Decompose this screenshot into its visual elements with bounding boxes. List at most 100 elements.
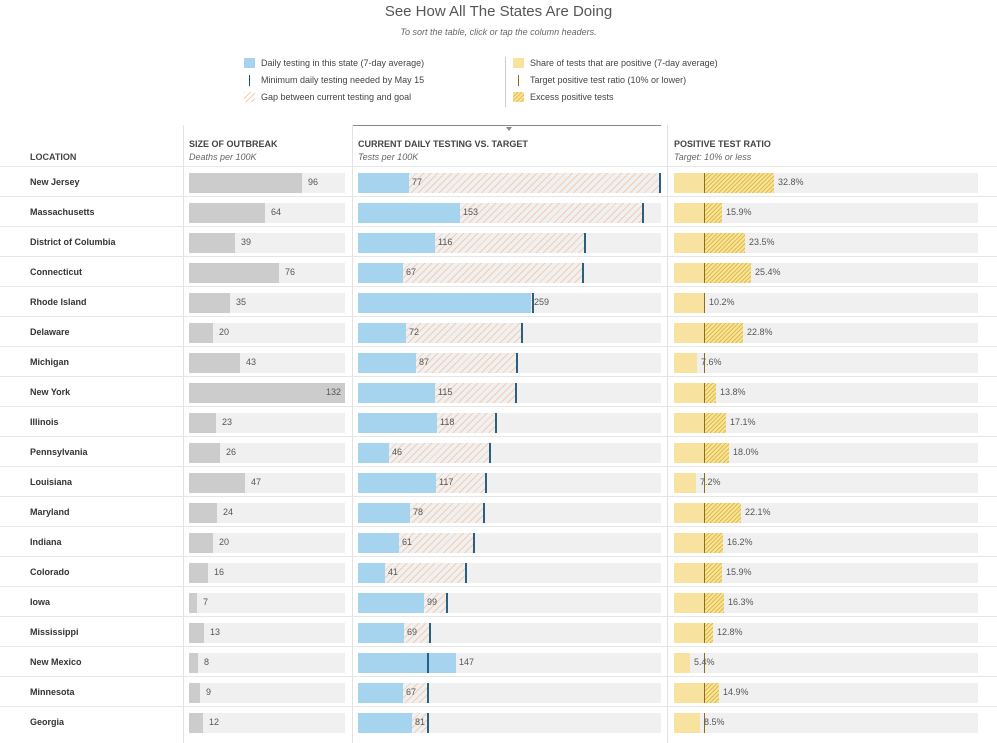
testing-bar (358, 323, 406, 343)
outbreak-track: 96 (189, 173, 345, 193)
positive-value: 5.4% (694, 657, 715, 667)
outbreak-track: 132 (189, 383, 345, 403)
positive-target-tick (704, 413, 705, 433)
column-header-outbreak[interactable]: SIZE OF OUTBREAK (189, 139, 278, 149)
testing-track: 77 (358, 173, 661, 193)
outbreak-track: 43 (189, 353, 345, 373)
column-divider (183, 125, 184, 743)
testing-gap-bar (416, 353, 516, 373)
testing-target-tick (483, 503, 485, 523)
positive-track: 16.3% (674, 593, 978, 613)
testing-bar (358, 443, 389, 463)
testing-track: 117 (358, 473, 661, 493)
outbreak-value: 132 (325, 387, 341, 397)
outbreak-track: 23 (189, 413, 345, 433)
outbreak-value: 43 (246, 357, 257, 367)
testing-bar (358, 383, 435, 403)
outbreak-bar (189, 713, 203, 733)
testing-value: 69 (407, 627, 418, 637)
testing-bar (358, 563, 385, 583)
outbreak-value: 24 (223, 507, 234, 517)
testing-gap-bar (399, 533, 473, 553)
tick-mark-icon (244, 75, 255, 86)
testing-target-tick (429, 623, 431, 643)
hatched-yellow-swatch-icon (513, 92, 524, 102)
testing-target-tick (515, 383, 517, 403)
positive-target-tick (704, 383, 705, 403)
column-header-location[interactable]: LOCATION (30, 152, 77, 162)
testing-track: 118 (358, 413, 661, 433)
positive-track: 23.5% (674, 233, 978, 253)
location-label: New Jersey (30, 177, 80, 187)
table-row: Rhode Island 35 259 10.2% (0, 286, 997, 317)
outbreak-bar (189, 593, 197, 613)
outbreak-bar (189, 683, 200, 703)
testing-value: 118 (440, 417, 455, 427)
testing-bar (358, 293, 531, 313)
testing-gap-bar (424, 593, 446, 613)
outbreak-track: 13 (189, 623, 345, 643)
testing-gap-bar (389, 443, 489, 463)
tick-mark-icon (513, 75, 524, 86)
testing-track: 147 (358, 653, 661, 673)
testing-target-tick (446, 593, 448, 613)
excess-positive-bar (704, 173, 774, 193)
location-label: Illinois (30, 417, 59, 427)
outbreak-track: 16 (189, 563, 345, 583)
excess-positive-bar (704, 263, 751, 283)
excess-positive-bar (704, 443, 729, 463)
positive-track: 7.2% (674, 473, 978, 493)
testing-bar (358, 353, 416, 373)
excess-positive-bar (704, 563, 722, 583)
column-header-testing[interactable]: CURRENT DAILY TESTING VS. TARGET (358, 139, 528, 149)
table-row: Mississippi 13 69 12.8% (0, 616, 997, 647)
table-row: Massachusetts 64 153 15.9% (0, 196, 997, 227)
column-header-positive[interactable]: POSITIVE TEST RATIO (674, 139, 771, 149)
outbreak-value: 39 (241, 237, 252, 247)
testing-gap-bar (403, 683, 427, 703)
testing-value: 259 (534, 297, 550, 307)
excess-positive-bar (704, 203, 722, 223)
testing-value: 41 (388, 567, 399, 577)
positive-bar (674, 653, 690, 673)
column-sub-testing: Tests per 100K (358, 152, 419, 162)
outbreak-value: 76 (285, 267, 296, 277)
positive-bar (674, 473, 696, 493)
positive-bar (674, 713, 700, 733)
positive-target-tick (704, 713, 705, 733)
positive-value: 7.2% (700, 477, 721, 487)
location-label: Rhode Island (30, 297, 87, 307)
hatched-swatch-icon (244, 92, 255, 102)
outbreak-track: 20 (189, 323, 345, 343)
outbreak-track: 64 (189, 203, 345, 223)
testing-value: 153 (463, 207, 479, 217)
positive-value: 7.6% (701, 357, 722, 367)
positive-target-tick (704, 623, 705, 643)
testing-bar (358, 683, 403, 703)
testing-bar (358, 413, 437, 433)
location-label: Pennsylvania (30, 447, 88, 457)
column-sub-positive: Target: 10% or less (674, 152, 752, 162)
testing-bar (358, 173, 409, 193)
testing-track: 67 (358, 683, 661, 703)
table-row: Louisiana 47 117 7.2% (0, 466, 997, 497)
positive-track: 15.9% (674, 563, 978, 583)
outbreak-value: 13 (210, 627, 221, 637)
outbreak-bar (189, 503, 217, 523)
location-label: Georgia (30, 717, 65, 727)
outbreak-track: 9 (189, 683, 345, 703)
outbreak-track: 35 (189, 293, 345, 313)
testing-value: 147 (459, 657, 475, 667)
table-row: New York 132 115 13.8% (0, 376, 997, 407)
table-row: Michigan 43 87 7.6% (0, 346, 997, 377)
testing-track: 61 (358, 533, 661, 553)
positive-value: 17.1% (730, 417, 756, 427)
testing-bar (358, 533, 399, 553)
testing-bar (358, 593, 424, 613)
testing-gap-bar (404, 623, 429, 643)
outbreak-bar (189, 473, 245, 493)
excess-positive-bar (704, 383, 716, 403)
testing-value: 77 (412, 177, 423, 187)
outbreak-bar (189, 653, 198, 673)
outbreak-value: 96 (308, 177, 319, 187)
